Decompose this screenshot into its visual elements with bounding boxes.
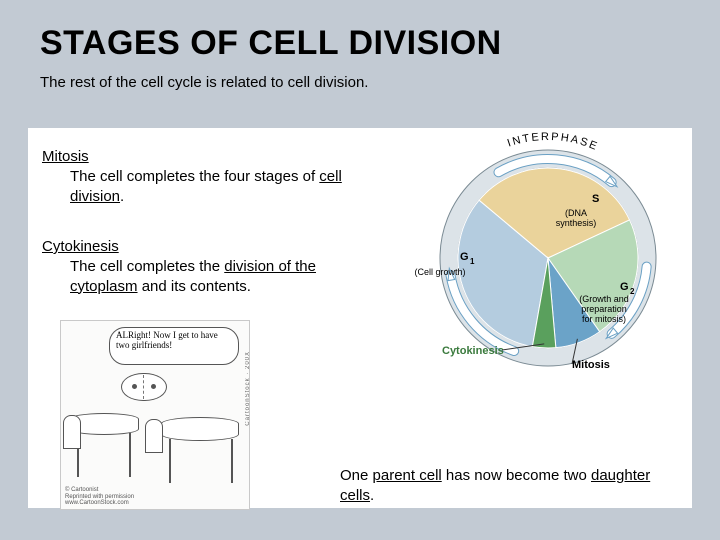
term-label: Mitosis (42, 148, 382, 165)
svg-text:1: 1 (470, 257, 475, 266)
table-leg-icon (231, 439, 233, 483)
svg-text:for mitosis): for mitosis) (582, 314, 626, 324)
cell-cycle-svg: INTERPHASEG1(Cell growth)S(DNAsynthesis)… (400, 130, 692, 386)
cell-pinch-icon (143, 375, 144, 399)
svg-text:(Cell growth): (Cell growth) (414, 267, 465, 277)
term-body: The cell completes the division of the c… (70, 257, 382, 296)
table-leg-icon (169, 439, 171, 483)
svg-text:(DNA: (DNA (565, 208, 587, 218)
speech-bubble: ALRight! Now I get to have two girlfrien… (109, 327, 239, 365)
svg-text:Mitosis: Mitosis (572, 359, 610, 371)
definition-cytokinesis: Cytokinesis The cell completes the divis… (42, 238, 382, 296)
svg-text:G: G (620, 281, 629, 293)
chair-icon (63, 415, 81, 449)
table-leg-icon (129, 433, 131, 477)
cartoon-table-icon (161, 417, 239, 441)
cell-cycle-diagram: INTERPHASEG1(Cell growth)S(DNAsynthesis)… (400, 130, 692, 386)
term-label: Cytokinesis (42, 238, 382, 255)
page-title: STAGES OF CELL DIVISION (40, 24, 502, 63)
cartoon-image: ALRight! Now I get to have two girlfrien… (60, 320, 250, 510)
footer-text: One parent cell has now become two daugh… (340, 466, 670, 505)
subtitle: The rest of the cell cycle is related to… (40, 74, 368, 91)
svg-text:2: 2 (630, 287, 635, 296)
svg-text:G: G (460, 251, 469, 263)
svg-text:Cytokinesis: Cytokinesis (442, 345, 504, 357)
svg-text:synthesis): synthesis) (556, 218, 597, 228)
svg-text:preparation: preparation (581, 304, 627, 314)
svg-text:(Growth and: (Growth and (579, 294, 629, 304)
cartoon-side-text: CartoonStock · 200X (245, 351, 251, 426)
chair-icon (145, 419, 163, 453)
cartoon-cell-icon (121, 373, 167, 401)
cartoon-credit: © Cartoonist Reprinted with permission w… (65, 487, 134, 507)
definition-mitosis: Mitosis The cell completes the four stag… (42, 148, 382, 206)
term-body: The cell completes the four stages of ce… (70, 167, 382, 206)
svg-text:S: S (592, 193, 599, 205)
